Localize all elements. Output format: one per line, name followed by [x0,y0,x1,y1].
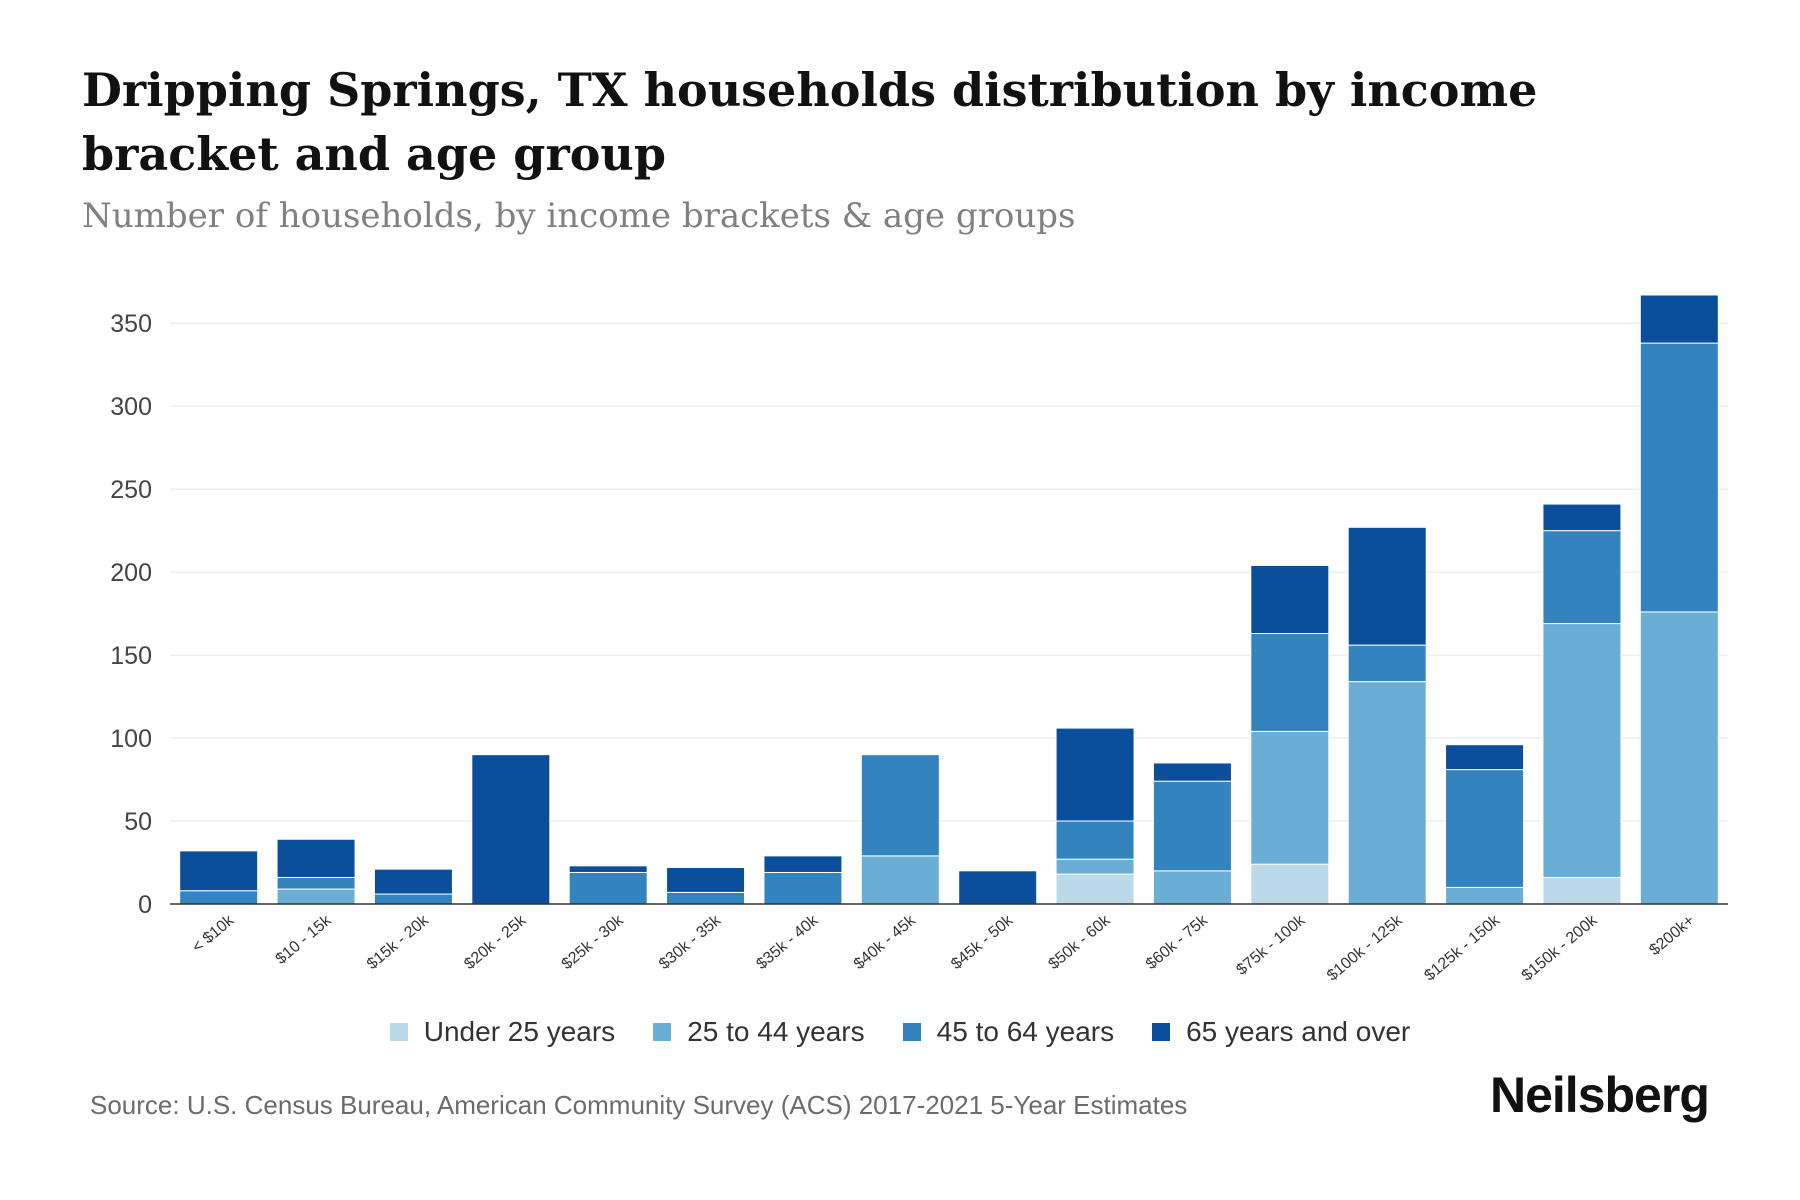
x-tick-label: $25k - 30k [559,911,628,973]
bar-segment [1639,342,1719,613]
chart-title: Dripping Springs, TX households distribu… [82,63,1538,181]
legend-label-65-over: 65 years and over [1186,1016,1411,1047]
legend-swatch-65-over [1152,1023,1171,1041]
bar-segment [1542,503,1622,532]
bar-segment [1542,623,1622,878]
legend-item-65-over: 65 years and over [1152,1016,1410,1048]
bar-segment [1542,530,1622,625]
bar-segment [1445,886,1525,905]
brand-logo: Neilsberg [1490,1067,1710,1123]
bar-segment [471,754,551,905]
chart-subtitle: Number of households, by income brackets… [82,196,1076,236]
legend: Under 25 years 25 to 44 years 45 to 64 y… [0,1016,1800,1048]
bar-segment [1152,762,1232,782]
bar-segment [373,868,453,895]
x-tick-label: $150k - 200k [1519,911,1602,984]
bar-segment [860,855,940,905]
bar-segment [1445,744,1525,771]
bar-segment [1542,876,1622,905]
bar-segment [860,754,940,857]
x-tick-label: $40k - 45k [851,911,920,973]
bar-segment [1347,526,1427,646]
x-tick-label: $20k - 25k [461,911,530,973]
x-tick-label: $35k - 40k [753,911,822,973]
bar-segment [763,855,843,873]
x-tick-label: $15k - 20k [364,911,433,973]
bar-segment [1347,644,1427,683]
bar-segment [1250,730,1330,865]
legend-item-25-44: 25 to 44 years [653,1016,865,1048]
bar-segment [1639,294,1719,344]
x-tick-label: $10 - 15k [273,911,336,968]
bar-segment [1250,863,1330,905]
legend-swatch-under-25 [389,1023,408,1041]
legend-label-under-25: Under 25 years [423,1016,616,1047]
chart-area: 0 50 100 150 200 250 300 350 < $10k $10 - 15k $15k… [110,294,1728,985]
bar-segment [179,890,259,905]
bar-segment [1250,564,1330,635]
bar-segment [1055,858,1135,875]
bar-segment [1639,611,1719,905]
bar-segment [763,871,843,905]
bar-segment [1445,769,1525,888]
y-tick-label: 200 [110,559,152,587]
x-tick-label: $45k - 50k [948,911,1017,973]
legend-swatch-25-44 [653,1023,672,1041]
source-note: Source: U.S. Census Bureau, American Com… [90,1090,1188,1120]
legend-label-25-44: 25 to 44 years [687,1016,865,1047]
y-tick-label: 250 [110,476,152,504]
y-tick-label: 150 [110,642,152,670]
bar-segment [666,866,746,893]
bar-segment [568,871,648,905]
y-tick-label: 100 [110,725,152,753]
bar-segment [1152,780,1232,872]
x-tick-label: $125k - 150k [1421,911,1504,984]
legend-label-45-64: 45 to 64 years [936,1016,1115,1047]
x-tick-label: $100k - 125k [1324,911,1407,984]
legend-swatch-45-64 [902,1023,921,1041]
bar-segment [1347,681,1427,905]
bar-segment [276,876,356,890]
bar-segment [276,838,356,878]
y-tick-label: 50 [124,808,152,836]
bar-segment [666,891,746,905]
bar-segment [1152,870,1232,905]
x-tick-label: $50k - 60k [1045,911,1114,973]
legend-item-under-25: Under 25 years [389,1016,616,1048]
x-tick-label: $60k - 75k [1143,911,1212,973]
x-tick-label: $75k - 100k [1233,911,1309,978]
bar-segment [568,865,648,873]
x-tick-label: $200k+ [1646,912,1697,959]
x-tick-label: < $10k [189,911,238,956]
bar-segment [958,870,1038,905]
bar-segment [1055,727,1135,822]
legend-item-45-64: 45 to 64 years [902,1016,1115,1048]
x-tick-label: $30k - 35k [656,911,725,973]
bar-segment [179,850,259,892]
bar-segment [1055,820,1135,860]
y-tick-label: 350 [110,310,152,338]
bar-segment [1250,633,1330,732]
bar-segment [276,888,356,905]
bar-segment [373,893,453,905]
y-tick-label: 0 [138,891,152,919]
bar-segment [1055,873,1135,905]
y-tick-label: 300 [110,393,152,421]
